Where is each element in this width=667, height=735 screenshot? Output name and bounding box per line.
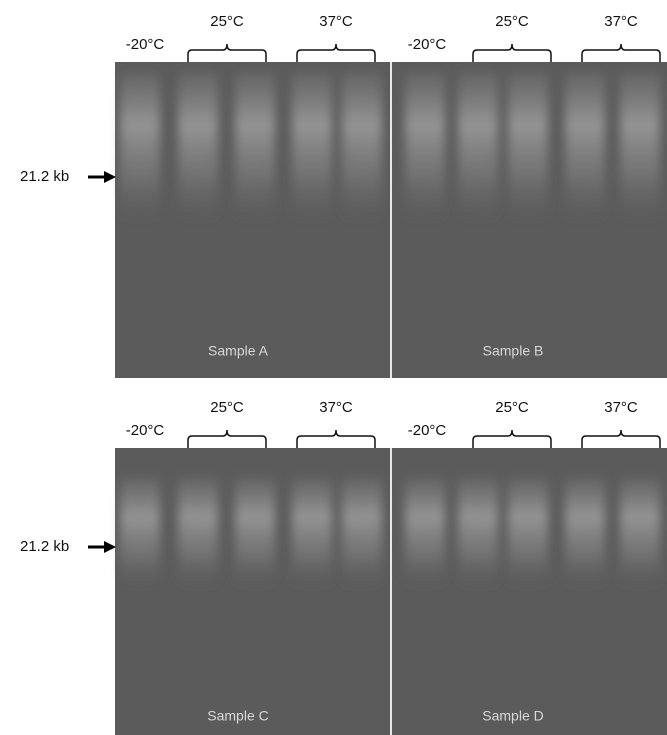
marker-arrowhead: [104, 541, 116, 553]
temperature-label: 37°C: [604, 399, 638, 416]
temperature-label: 37°C: [319, 13, 353, 30]
temperature-label: 37°C: [319, 399, 353, 416]
lane-brace: [187, 43, 267, 62]
sample-label: Sample A: [208, 343, 269, 359]
marker-arrowhead: [104, 171, 116, 183]
lane-smear: [405, 72, 445, 222]
lane-smear: [508, 478, 548, 588]
temperature-label: -20°C: [126, 36, 165, 53]
lane-smear: [565, 478, 605, 588]
temperature-label: 37°C: [604, 13, 638, 30]
lane-smear: [235, 478, 275, 588]
lane-brace: [581, 429, 661, 448]
size-marker: 21.2 kb: [20, 538, 69, 555]
sample-label: Sample B: [483, 343, 544, 359]
sample-label: Sample C: [207, 708, 268, 724]
lane-smear: [235, 72, 275, 222]
lane-brace: [581, 43, 661, 62]
lane-smear: [620, 72, 660, 222]
lane-brace: [472, 43, 552, 62]
temperature-label: 25°C: [210, 13, 244, 30]
temperature-label: 25°C: [210, 399, 244, 416]
lane-smear: [342, 478, 382, 588]
lane-smear: [342, 72, 382, 222]
lane-smear: [292, 72, 332, 222]
lane-smear: [405, 478, 445, 588]
lane-smear: [565, 72, 605, 222]
lane-smear: [458, 72, 498, 222]
lane-brace: [296, 43, 376, 62]
lane-smear: [620, 478, 660, 588]
lane-smear: [458, 478, 498, 588]
lane-smear: [508, 72, 548, 222]
temperature-label: -20°C: [408, 422, 447, 439]
lane-smear: [178, 478, 218, 588]
lane-brace: [296, 429, 376, 448]
lane-smear: [120, 478, 160, 588]
lane-brace: [472, 429, 552, 448]
temperature-label: -20°C: [408, 36, 447, 53]
lane-brace: [187, 429, 267, 448]
sample-label: Sample D: [482, 708, 543, 724]
lane-smear: [178, 72, 218, 222]
lane-smear: [120, 72, 160, 222]
lane-smear: [292, 478, 332, 588]
temperature-label: -20°C: [126, 422, 165, 439]
temperature-label: 25°C: [495, 13, 529, 30]
temperature-label: 25°C: [495, 399, 529, 416]
size-marker: 21.2 kb: [20, 168, 69, 185]
